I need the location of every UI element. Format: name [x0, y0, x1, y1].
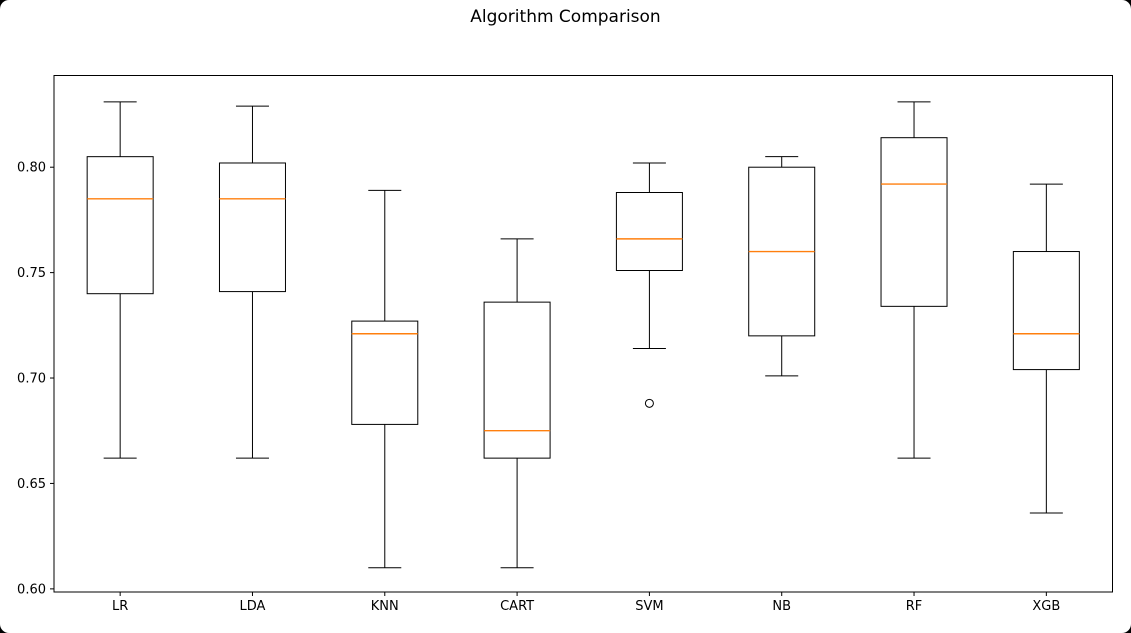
x-tick-label: NB — [772, 599, 791, 614]
x-tick-label: XGB — [1032, 599, 1060, 614]
chart-title: Algorithm Comparison — [470, 7, 661, 27]
iqr-box — [1012, 251, 1080, 371]
y-tick-label: 0.65 — [17, 477, 46, 492]
iqr-box — [880, 137, 948, 307]
y-tick-label: 0.60 — [17, 582, 46, 597]
box-XGB — [1012, 183, 1080, 514]
y-tick-label: 0.70 — [17, 372, 46, 387]
iqr-box — [483, 301, 551, 459]
iqr-box — [86, 156, 154, 295]
axes-frame — [53, 75, 1113, 593]
x-tick-label: LDA — [240, 599, 266, 614]
box-LR — [86, 101, 154, 459]
box-KNN — [351, 189, 419, 569]
outlier-marker — [644, 398, 654, 408]
x-tick-label: CART — [500, 599, 534, 614]
y-tick-label: 0.75 — [17, 266, 46, 281]
x-tick-label: LR — [112, 599, 128, 614]
box-SVM — [615, 162, 683, 408]
box-LDA — [218, 105, 286, 459]
box-CART — [483, 238, 551, 569]
x-tick-label: RF — [906, 599, 923, 614]
iqr-box — [351, 320, 419, 425]
iqr-box — [218, 162, 286, 293]
box-NB — [748, 156, 816, 377]
box-RF — [880, 101, 948, 459]
y-tick-label: 0.80 — [17, 161, 46, 176]
x-tick-label: SVM — [635, 599, 663, 614]
x-tick-label: KNN — [371, 599, 399, 614]
iqr-box — [615, 192, 683, 272]
